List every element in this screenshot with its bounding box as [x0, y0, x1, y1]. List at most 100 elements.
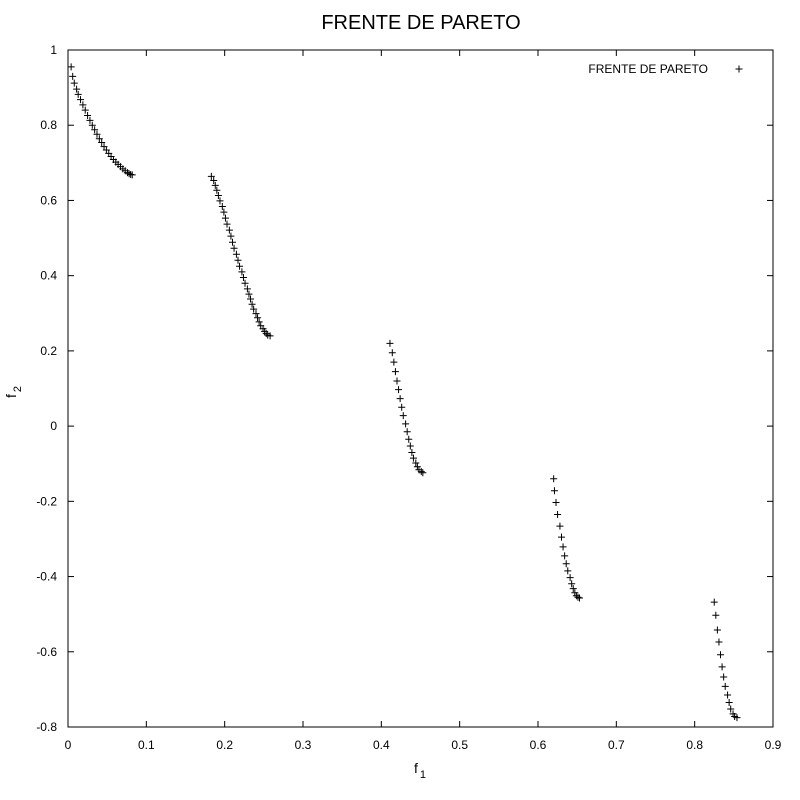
data-point — [98, 139, 106, 147]
chart-title: FRENTE DE PARETO — [321, 12, 520, 34]
data-point — [128, 171, 136, 179]
data-point — [79, 101, 87, 109]
data-point — [413, 463, 421, 471]
data-point — [733, 714, 741, 722]
data-point — [81, 106, 89, 114]
data-point — [403, 428, 411, 436]
legend-label: FRENTE DE PARETO — [588, 62, 708, 76]
data-point — [213, 186, 221, 194]
data-point — [218, 202, 226, 210]
y-tick-label: 0.6 — [40, 193, 57, 207]
data-point — [556, 522, 564, 530]
data-point — [566, 574, 574, 582]
y-tick-label: -0.4 — [36, 570, 57, 584]
data-point — [238, 268, 246, 276]
data-point — [262, 330, 270, 338]
data-point — [86, 116, 94, 124]
data-point — [232, 250, 240, 258]
data-point — [69, 72, 77, 80]
data-point — [248, 300, 256, 308]
data-point — [77, 96, 85, 104]
x-tick-label: 0 — [65, 738, 72, 752]
y-tick-label: -0.8 — [36, 720, 57, 734]
data-point — [558, 533, 565, 541]
data-point — [243, 285, 251, 293]
y-tick-label: -0.6 — [36, 645, 57, 659]
data-point — [406, 442, 414, 450]
data-point — [724, 691, 732, 699]
data-point — [84, 111, 92, 119]
data-point — [207, 172, 215, 180]
data-point — [554, 510, 562, 518]
y-tick-label: 0.4 — [40, 269, 57, 283]
data-point — [715, 638, 723, 646]
x-tick-label: 0.2 — [216, 738, 233, 752]
data-point — [214, 192, 222, 200]
data-point — [402, 420, 410, 428]
data-point — [574, 593, 582, 601]
x-tick-label: 0.8 — [686, 738, 703, 752]
data-point — [225, 226, 233, 234]
x-tick-label: 0.9 — [765, 738, 782, 752]
data-point — [221, 214, 229, 222]
data-point — [67, 63, 75, 71]
data-point — [390, 358, 398, 366]
y-tick-label: 0 — [50, 419, 57, 433]
plot-frame — [67, 49, 774, 728]
legend-marker-plus-icon — [735, 65, 743, 73]
y-tick-label: 0.2 — [40, 344, 57, 358]
data-point — [395, 386, 403, 394]
data-point — [229, 238, 236, 246]
data-point — [725, 699, 733, 707]
data-point — [93, 130, 101, 138]
data-point — [550, 475, 558, 483]
data-point — [210, 177, 218, 185]
data-point — [571, 589, 579, 597]
data-point — [712, 611, 720, 619]
data-point — [717, 651, 725, 659]
data-point — [569, 585, 577, 593]
data-point — [419, 469, 427, 477]
data-point — [391, 368, 399, 376]
data-point — [216, 197, 224, 205]
data-point — [562, 560, 570, 568]
data-point — [255, 318, 263, 326]
y-tick-label: -0.2 — [36, 494, 57, 508]
data-point — [266, 332, 274, 340]
data-point — [408, 448, 416, 456]
x-axis-label-subscript: 1 — [420, 769, 426, 781]
data-point — [412, 459, 420, 467]
y-tick-label: 0.8 — [40, 118, 57, 132]
data-point — [399, 412, 407, 420]
data-point — [95, 135, 103, 143]
x-tick-label: 0.3 — [295, 738, 312, 752]
data-point — [220, 208, 228, 216]
data-point — [388, 349, 396, 357]
x-tick-labels: 0 0.1 0.2 0.3 0.4 0.5 0.6 0.7 0.8 0.9 — [65, 738, 782, 752]
data-point — [91, 126, 99, 134]
data-point — [241, 279, 249, 287]
y-tick-label: 1 — [50, 43, 57, 57]
data-point — [88, 121, 96, 129]
data-point — [125, 170, 133, 178]
x-axis-label-main: f — [414, 760, 418, 776]
data-point — [727, 705, 735, 713]
data-point — [211, 181, 219, 189]
data-point — [559, 543, 567, 551]
data-points — [67, 63, 741, 722]
x-tick-label: 0.5 — [451, 738, 468, 752]
x-tick-label: 0.7 — [608, 738, 625, 752]
data-point — [576, 594, 584, 602]
data-point — [254, 314, 262, 322]
data-point — [713, 626, 721, 634]
data-point — [227, 232, 235, 240]
data-point — [386, 339, 394, 347]
data-point — [247, 295, 255, 303]
data-point — [720, 673, 728, 681]
data-point — [236, 262, 244, 270]
data-point — [398, 403, 406, 411]
legend: FRENTE DE PARETO — [588, 62, 743, 76]
data-point — [70, 79, 78, 87]
data-point — [396, 395, 404, 403]
